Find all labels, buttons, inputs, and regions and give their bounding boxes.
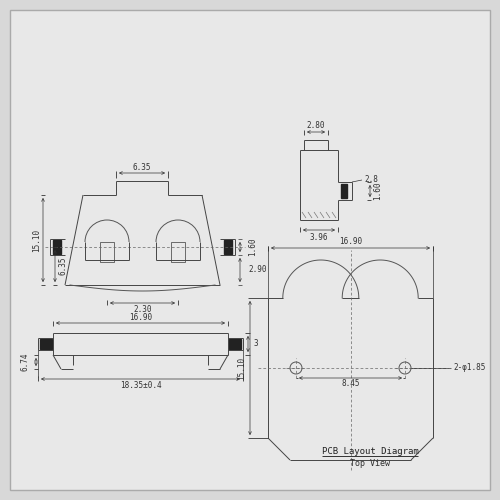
Text: 16.90: 16.90 (339, 238, 362, 246)
Text: 15.10: 15.10 (32, 228, 42, 252)
Bar (100, 242, 114, 262)
Text: 6.35: 6.35 (58, 257, 68, 275)
Text: Top View: Top View (350, 460, 390, 468)
Bar (224, 240, 232, 254)
Bar (171, 242, 185, 262)
Text: 6.74: 6.74 (21, 353, 30, 371)
Text: PCB Layout Diagram: PCB Layout Diagram (322, 448, 418, 456)
Bar (229, 339, 241, 349)
Text: 1.60: 1.60 (374, 182, 382, 200)
Text: 18.35±0.4: 18.35±0.4 (120, 382, 162, 390)
Bar (53, 240, 61, 254)
Text: 2.8: 2.8 (364, 176, 378, 184)
Text: 2.30: 2.30 (133, 304, 152, 314)
Text: 2.90: 2.90 (248, 266, 266, 274)
Bar (40, 339, 52, 349)
Text: 3: 3 (254, 340, 258, 348)
Text: 15.10: 15.10 (238, 356, 246, 380)
Bar (341, 184, 347, 198)
Text: 2-φ1.85: 2-φ1.85 (453, 364, 486, 372)
Text: 8.45: 8.45 (341, 380, 360, 388)
Text: 2.80: 2.80 (307, 122, 325, 130)
Text: 3.96: 3.96 (310, 232, 328, 241)
Text: 6.35: 6.35 (133, 162, 151, 172)
Text: 16.90: 16.90 (129, 312, 152, 322)
Text: 1.60: 1.60 (248, 238, 257, 256)
